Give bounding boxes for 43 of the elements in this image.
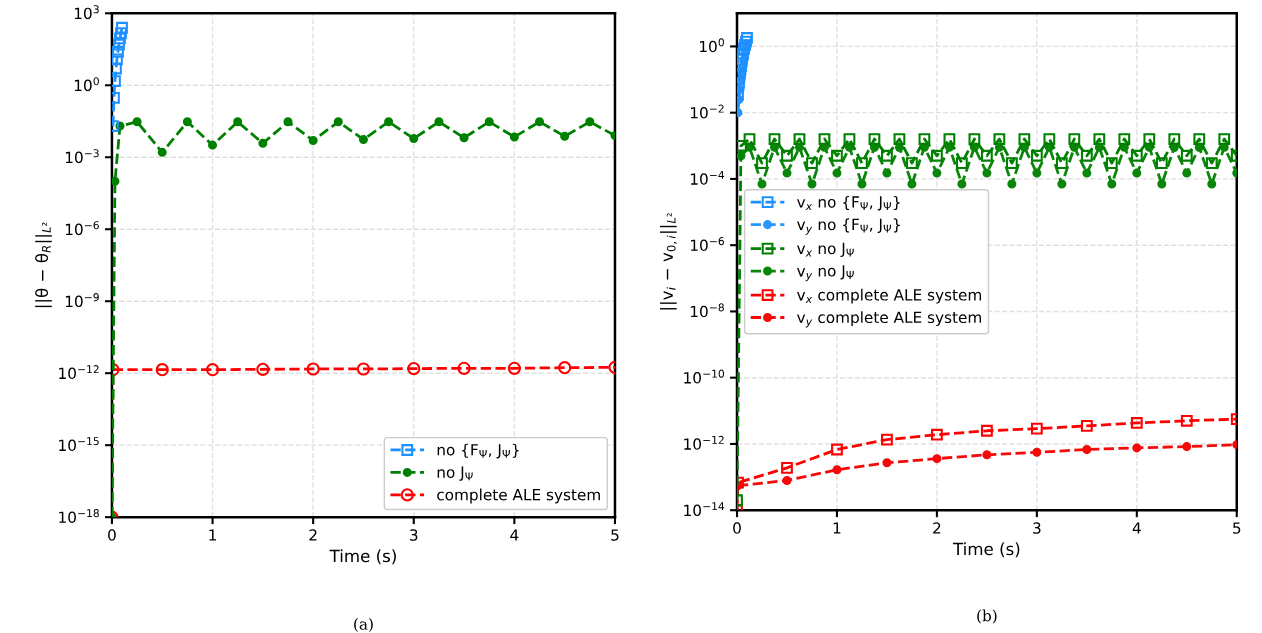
y-tick-label: 10$^{0}$ [74,77,99,92]
x-tick-label: 4 [1132,522,1141,534]
y-tick-label: 10$^{−2}$ [690,104,724,119]
x-tick-label: 0 [108,529,116,541]
y-axis-title: ||v$_{i}$ − v$_{0,i}$||$_{L²}$ [660,213,677,310]
legend-label: v$_{y}$ no {F$_{Ψ}$, J$_{Ψ}$} [797,218,900,235]
x-tick-label: 5 [1233,522,1241,534]
y-tick-label: 10$^{−10}$ [684,369,725,384]
legend-label: v$_{y}$ no J$_{Ψ}$ [797,265,854,282]
legend-label: no {F$_{Ψ}$, J$_{Ψ}$} [437,443,519,459]
legend-label: v$_{x}$ complete ALE system [797,288,982,304]
y-tick-label: 10$^{−14}$ [684,502,725,517]
x-tick-label: 5 [611,529,619,541]
y-tick-label: 10$^{0}$ [699,38,724,53]
y-tick-label: 10$^{−18}$ [59,509,99,524]
legend-label: v$_{y}$ complete ALE system [797,311,982,328]
legend-label: v$_{x}$ no {F$_{Ψ}$, J$_{Ψ}$} [797,195,900,211]
y-tick-label: 10$^{−12}$ [59,365,99,380]
legend-label: complete ALE system [437,488,600,504]
y-tick-label: 10$^{−6}$ [65,221,99,236]
x-axis-title: Time (s) [952,542,1020,558]
text: (a) [354,617,373,632]
y-tick-label: 10$^{−9}$ [65,293,99,308]
x-tick-label: 3 [1033,522,1041,534]
x-tick-label: 3 [410,529,418,541]
x-tick-label: 0 [733,522,741,534]
y-tick-label: 10$^{−4}$ [690,170,725,185]
x-axis-title: Time (s) [329,549,396,565]
x-tick-label: 1 [833,522,841,534]
y-tick-label: 10$^{−6}$ [690,237,724,252]
x-tick-label: 1 [209,529,216,541]
x-tick-label: 4 [510,529,519,541]
x-tick-label: 2 [309,529,317,541]
y-tick-label: 10$^{−3}$ [65,149,99,164]
legend-label: v$_{x}$ no J$_{Ψ}$ [797,242,854,257]
y-tick-label: 10$^{−8}$ [690,303,724,318]
text: (b) [977,609,997,624]
y-tick-label: 10$^{3}$ [74,5,99,20]
legend-label: no J$_{Ψ}$ [437,466,473,481]
y-axis-title: ||θ − θ$_{R}$||$_{L²}$ [35,222,52,308]
y-tick-label: 10$^{−15}$ [59,437,99,452]
x-tick-label: 2 [933,522,941,534]
y-tick-label: 10$^{−12}$ [684,435,724,450]
